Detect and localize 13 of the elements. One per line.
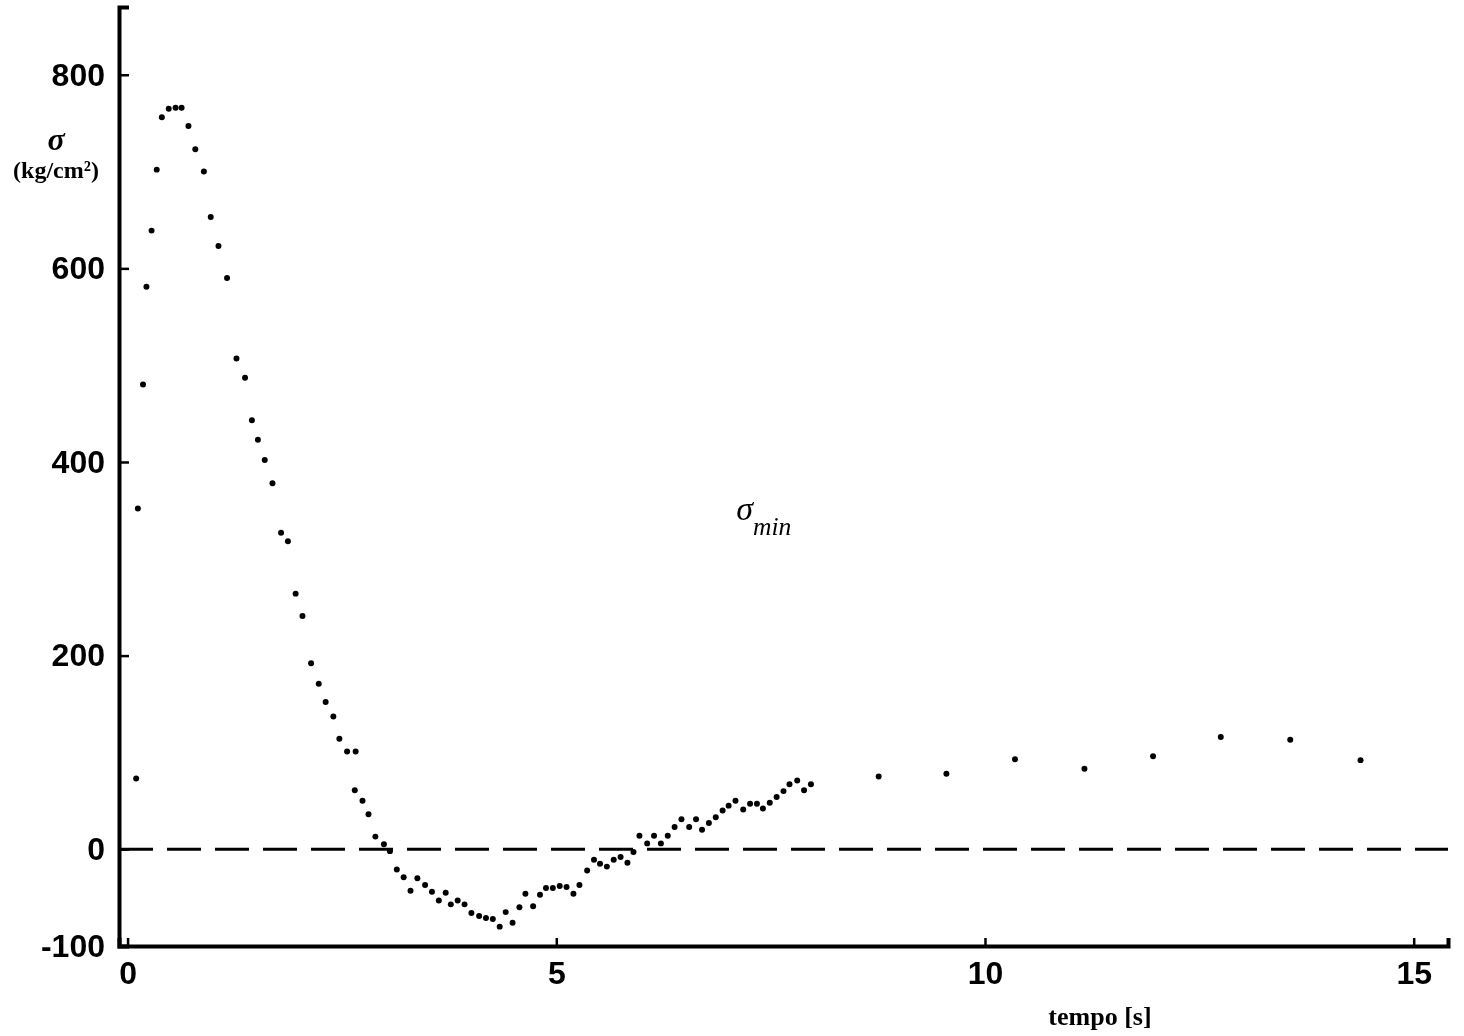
y-tick-label: 400 [51,443,105,480]
y-axis-title: σ (kg/cm²) [13,121,99,183]
x-axis-title: tempo [s] [1048,1002,1152,1031]
y-tick-label: 0 [87,830,105,867]
x-tick-label: 15 [1396,955,1432,991]
y-tick-label: 200 [51,637,105,674]
y-tick-label: -100 [40,927,105,964]
x-tick-label: 5 [547,955,566,991]
y-tick-label: 600 [51,250,105,287]
text: σ$_{min}$ [736,490,792,541]
x-tick-label: 0 [119,955,137,991]
x-tick-label: 10 [967,955,1004,991]
y-tick-label: 800 [51,56,105,93]
